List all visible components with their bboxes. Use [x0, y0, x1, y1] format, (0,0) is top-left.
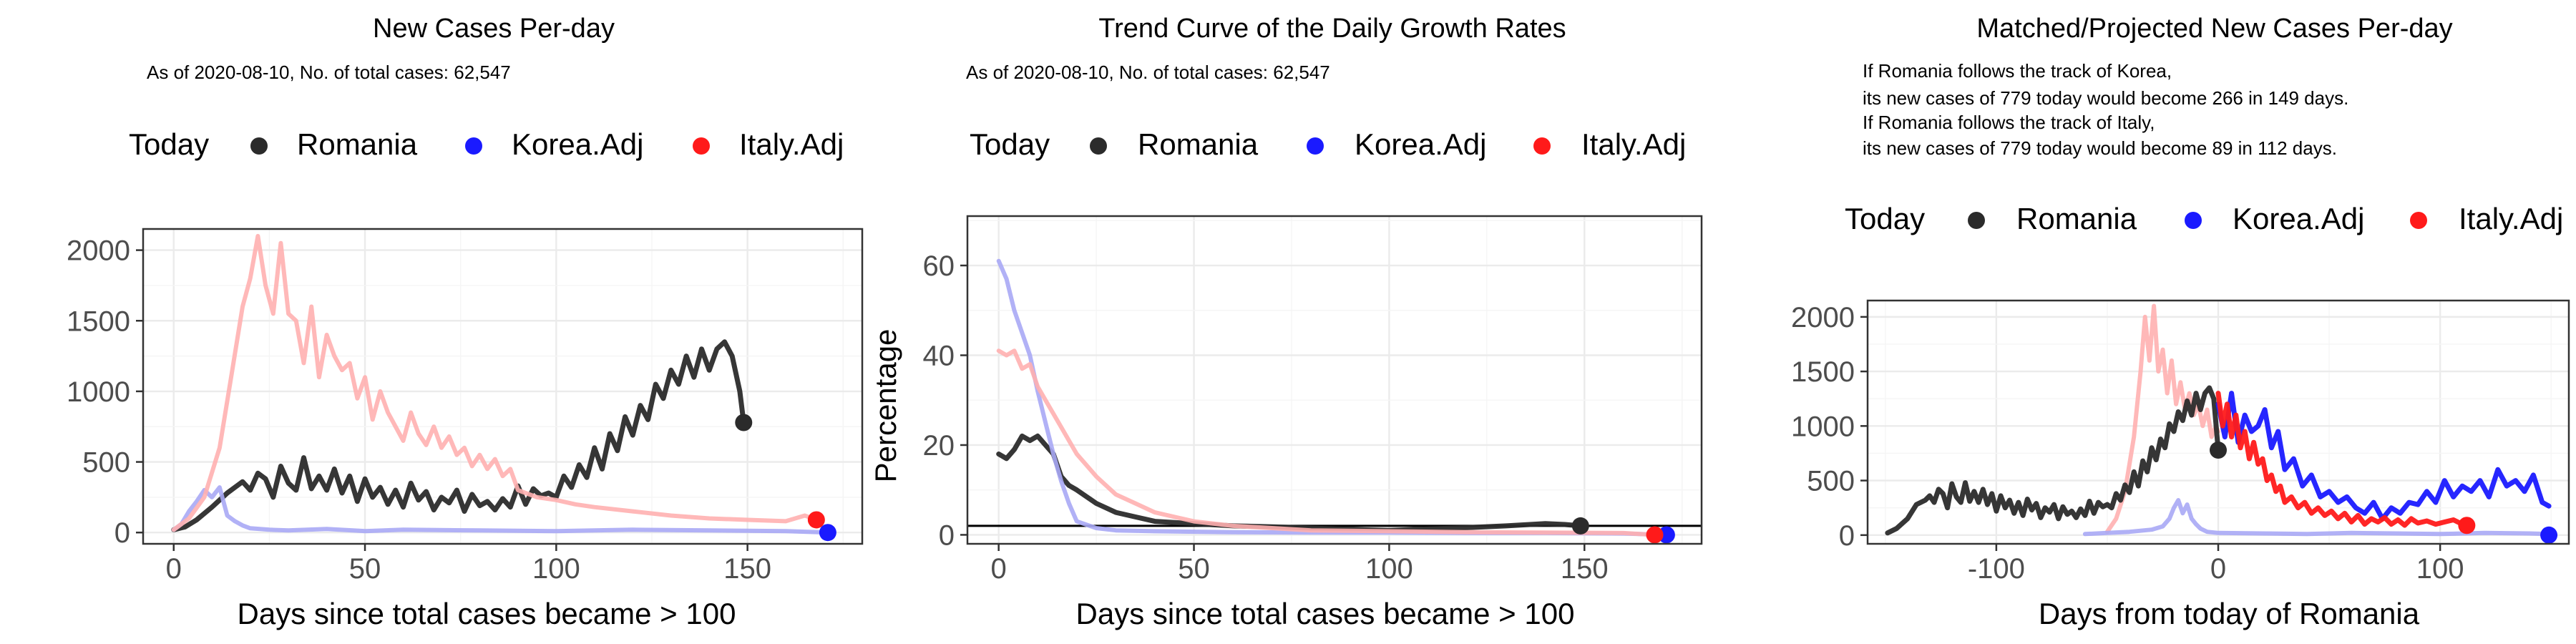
series-line-italy-adj-faded — [2104, 303, 2220, 535]
chart-title: Matched/Projected New Cases Per-day — [1976, 14, 2452, 44]
x-tick-label: 0 — [166, 553, 182, 585]
series-line-romania — [1885, 385, 2221, 536]
legend-marker-romania — [1090, 137, 1107, 155]
x-tick-label: 150 — [723, 553, 771, 585]
y-tick-label: 1500 — [1791, 356, 1855, 388]
series-endpoint-korea-adj — [819, 524, 836, 542]
subtitle-line: its new cases of 779 today would become … — [1863, 137, 2337, 159]
legend: Today Romania Korea.Adj Italy.Adj — [1845, 202, 2563, 235]
y-tick-label: 500 — [1807, 466, 1855, 497]
subtitle-line: its new cases of 779 today would become … — [1863, 87, 2348, 109]
series-endpoint-romania — [735, 414, 753, 431]
series-endpoint-korea-adj — [2540, 526, 2558, 544]
x-tick-label: 50 — [1178, 553, 1210, 585]
x-tick-label: 100 — [532, 553, 580, 585]
chart-growth-rate-trend: Trend Curve of the Daily Growth Rates As… — [869, 14, 1703, 630]
y-tick-label: 20 — [923, 430, 955, 462]
series-endpoint-italy-adj — [2458, 517, 2476, 535]
x-axis-label: Days from today of Romania — [2039, 597, 2420, 630]
x-tick-label: 150 — [1561, 553, 1609, 585]
series-line-korea-adj — [171, 485, 830, 535]
subtitle-line: If Romania follows the track of Italy, — [1863, 112, 2155, 133]
subtitle-line: If Romania follows the track of Korea, — [1863, 60, 2172, 82]
x-tick-label: 0 — [991, 553, 1007, 585]
legend-label-romania: Romania — [2016, 202, 2137, 235]
y-tick-label: 1500 — [67, 306, 130, 337]
legend-marker-italy — [2410, 212, 2427, 229]
series-endpoint-italy-adj — [1646, 526, 1664, 544]
chart-title: New Cases Per-day — [373, 14, 615, 44]
y-tick-label: 1000 — [1791, 411, 1855, 442]
legend-label-romania: Romania — [297, 127, 418, 161]
plot-area: 0 50 100 150 0 20 40 60 — [923, 215, 1703, 585]
chart-title: Trend Curve of the Daily Growth Rates — [1098, 14, 1566, 44]
series-line-korea-adj-faded — [2082, 498, 2554, 537]
series-line-korea-adj — [2215, 391, 2552, 522]
y-tick-label: 2000 — [1791, 302, 1855, 333]
x-axis-label: Days since total cases became > 100 — [1076, 597, 1575, 630]
plot-border — [966, 215, 1703, 545]
legend-marker-italy — [693, 137, 710, 155]
plot-border — [142, 228, 864, 545]
y-axis-label: Percentage — [869, 329, 902, 483]
legend-title: Today — [970, 127, 1050, 161]
chart-new-cases-per-day: New Cases Per-day As of 2020-08-10, No. … — [67, 14, 864, 630]
series-line-romania — [171, 339, 746, 532]
x-tick-label: 0 — [2210, 553, 2226, 585]
legend-label-korea: Korea.Adj — [512, 127, 643, 161]
legend-label-italy: Italy.Adj — [739, 127, 844, 161]
y-tick-label: 500 — [82, 447, 130, 479]
series-endpoint-romania — [1571, 517, 1589, 535]
legend-marker-korea — [1307, 137, 1324, 155]
series-line-italy-adj — [996, 348, 1657, 537]
legend-label-romania: Romania — [1138, 127, 1259, 161]
series-line-romania — [996, 433, 1584, 533]
y-tick-label: 0 — [114, 517, 130, 549]
series-endpoint-italy-adj — [807, 511, 825, 529]
x-tick-label: -100 — [1968, 553, 2025, 585]
legend-marker-romania — [1968, 212, 1985, 229]
series-line-italy-adj — [171, 233, 819, 532]
legend-marker-romania — [250, 137, 268, 155]
series-endpoint-romania — [2210, 441, 2227, 459]
x-tick-label: 100 — [1365, 553, 1413, 585]
chart-matched-projected-cases: Matched/Projected New Cases Per-day If R… — [1791, 14, 2570, 630]
y-tick-label: 60 — [923, 250, 955, 282]
legend: Today Romania Korea.Adj Italy.Adj — [129, 127, 844, 161]
x-tick-label: 100 — [2416, 553, 2464, 585]
x-tick-label: 50 — [349, 553, 381, 585]
legend-marker-korea — [465, 137, 482, 155]
x-axis-label: Days since total cases became > 100 — [238, 597, 736, 630]
legend-label-korea: Korea.Adj — [1355, 127, 1486, 161]
chart-subtitle: As of 2020-08-10, No. of total cases: 62… — [147, 62, 511, 83]
series-line-korea-adj — [996, 258, 1669, 537]
series-line-italy-adj — [2215, 391, 2469, 528]
chart-subtitle: If Romania follows the track of Korea, i… — [1863, 60, 2348, 159]
chart-subtitle: As of 2020-08-10, No. of total cases: 62… — [966, 62, 1330, 83]
legend-title: Today — [1845, 202, 1925, 235]
y-tick-label: 40 — [923, 340, 955, 371]
y-tick-label: 0 — [939, 519, 955, 551]
y-tick-label: 2000 — [67, 235, 130, 267]
legend-marker-korea — [2185, 212, 2202, 229]
y-tick-label: 0 — [1839, 520, 1855, 552]
grid — [967, 216, 1702, 544]
legend-title: Today — [129, 127, 209, 161]
y-tick-label: 1000 — [67, 376, 130, 408]
legend-label-italy: Italy.Adj — [2459, 202, 2563, 235]
legend: Today Romania Korea.Adj Italy.Adj — [970, 127, 1686, 161]
legend-marker-italy — [1533, 137, 1551, 155]
legend-label-korea: Korea.Adj — [2233, 202, 2364, 235]
legend-label-italy: Italy.Adj — [1581, 127, 1686, 161]
